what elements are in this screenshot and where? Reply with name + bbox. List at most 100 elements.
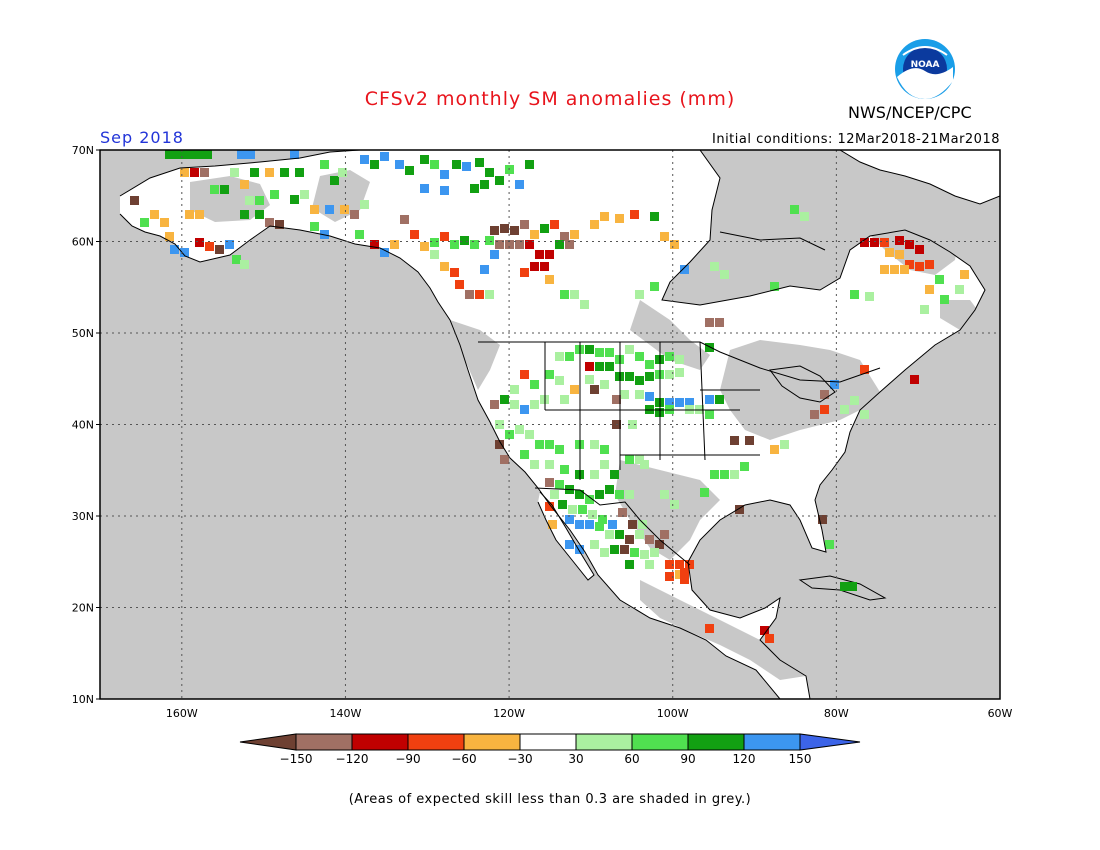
- anomaly-cell: [505, 240, 514, 249]
- anomaly-cell: [220, 185, 229, 194]
- anomaly-cell: [338, 168, 347, 177]
- anomaly-cell: [525, 430, 534, 439]
- latitude-label: 10N: [72, 693, 94, 706]
- noaa-logo-text: NOAA: [911, 60, 940, 70]
- anomaly-cell: [590, 385, 599, 394]
- anomaly-cell: [670, 240, 679, 249]
- anomaly-cell: [270, 190, 279, 199]
- anomaly-cell: [560, 395, 569, 404]
- anomaly-cell: [370, 160, 379, 169]
- anomaly-cell: [420, 184, 429, 193]
- anomaly-cell: [555, 240, 564, 249]
- anomaly-cell: [790, 205, 799, 214]
- anomaly-cell: [510, 385, 519, 394]
- anomaly-cell: [555, 445, 564, 454]
- anomaly-cell: [480, 180, 489, 189]
- anomaly-cell: [490, 400, 499, 409]
- anomaly-cell: [625, 560, 634, 569]
- anomaly-cell: [165, 150, 207, 159]
- anomaly-cell: [585, 520, 594, 529]
- legend-color-box: [519, 733, 577, 751]
- anomaly-cell: [545, 275, 554, 284]
- anomaly-cell: [685, 398, 694, 407]
- anomaly-cell: [565, 515, 574, 524]
- anomaly-cell: [645, 360, 654, 369]
- anomaly-cell: [525, 160, 534, 169]
- anomaly-cell: [730, 436, 739, 445]
- anomaly-cell: [635, 290, 644, 299]
- anomaly-cell: [818, 515, 827, 524]
- anomaly-cell: [180, 248, 189, 257]
- anomaly-cell: [568, 505, 577, 514]
- anomaly-cell: [590, 540, 599, 549]
- anomaly-cell: [410, 230, 419, 239]
- anomaly-cell: [475, 158, 484, 167]
- anomaly-cell: [925, 260, 934, 269]
- anomaly-cell: [570, 290, 579, 299]
- anomaly-cell: [200, 168, 209, 177]
- latitude-label: 30N: [72, 510, 94, 523]
- anomaly-cell: [705, 624, 714, 633]
- anomaly-cell: [610, 545, 619, 554]
- anomaly-cell: [710, 262, 719, 271]
- longitude-label: 60W: [988, 707, 1013, 720]
- anomaly-cell: [232, 255, 241, 264]
- anomaly-cell: [675, 398, 684, 407]
- anomaly-cell: [530, 380, 539, 389]
- anomaly-cell: [915, 262, 924, 271]
- anomaly-cell: [585, 495, 594, 504]
- anomaly-cell: [520, 268, 529, 277]
- anomaly-cell: [545, 440, 554, 449]
- anomaly-cell: [715, 395, 724, 404]
- anomaly-cell: [237, 150, 255, 159]
- anomaly-cell: [680, 265, 689, 274]
- anomaly-cell: [575, 545, 584, 554]
- anomaly-cell: [705, 318, 714, 327]
- anomaly-cell: [895, 236, 904, 245]
- anomaly-cell: [560, 232, 569, 241]
- anomaly-cell: [830, 380, 839, 389]
- anomaly-cell: [625, 535, 634, 544]
- anomaly-cell: [960, 270, 969, 279]
- anomaly-cell: [295, 168, 304, 177]
- anomaly-cell: [440, 262, 449, 271]
- anomaly-cell: [575, 490, 584, 499]
- anomaly-cell: [615, 490, 624, 499]
- anomaly-cell: [600, 445, 609, 454]
- anomaly-cell: [635, 376, 644, 385]
- legend-label: 60: [624, 752, 639, 766]
- anomaly-cell: [440, 186, 449, 195]
- anomaly-cells: [130, 150, 969, 643]
- map-title: CFSv2 monthly SM anomalies (mm): [364, 88, 736, 110]
- anomaly-cell: [600, 548, 609, 557]
- anomaly-cell: [765, 634, 774, 643]
- anomaly-cell: [595, 362, 604, 371]
- anomaly-cell: [700, 488, 709, 497]
- anomaly-cell: [660, 232, 669, 241]
- anomaly-cell: [555, 352, 564, 361]
- anomaly-cell: [670, 500, 679, 509]
- anomaly-cell: [665, 560, 674, 569]
- anomaly-cell: [645, 372, 654, 381]
- anomaly-cell: [665, 370, 674, 379]
- anomaly-cell: [585, 362, 594, 371]
- anomaly-cell: [860, 238, 869, 247]
- anomaly-cell: [480, 265, 489, 274]
- anomaly-cell: [255, 210, 264, 219]
- anomaly-cell: [810, 410, 819, 419]
- anomaly-cell: [710, 470, 719, 479]
- anomaly-cell: [565, 540, 574, 549]
- anomaly-cell: [600, 380, 609, 389]
- anomaly-cell: [770, 282, 779, 291]
- anomaly-cell: [380, 152, 389, 161]
- anomaly-cell: [265, 218, 274, 227]
- anomaly-cell: [560, 465, 569, 474]
- anomaly-cell: [625, 345, 634, 354]
- anomaly-cell: [585, 375, 594, 384]
- anomaly-cell: [588, 510, 597, 519]
- anomaly-cell: [452, 160, 461, 169]
- anomaly-cell: [895, 250, 904, 259]
- anomaly-cell: [720, 270, 729, 279]
- anomaly-cell: [618, 508, 627, 517]
